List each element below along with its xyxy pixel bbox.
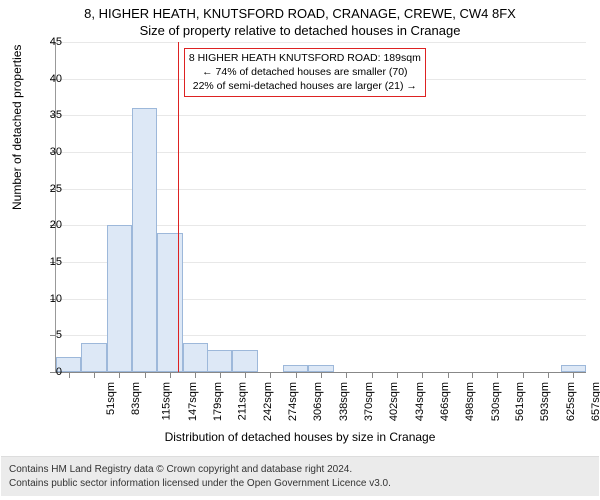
y-tick-label: 45: [50, 36, 62, 48]
histogram-bar: [207, 350, 232, 372]
y-tick-label: 20: [50, 219, 62, 231]
x-tick-label: 625sqm: [565, 382, 577, 421]
annotation-line: ← 74% of detached houses are smaller (70…: [189, 65, 421, 79]
annotation-line: 8 HIGHER HEATH KNUTSFORD ROAD: 189sqm: [189, 51, 421, 65]
annotation-box: 8 HIGHER HEATH KNUTSFORD ROAD: 189sqm← 7…: [184, 48, 426, 97]
x-tick: [145, 372, 146, 378]
x-tick: [346, 372, 347, 378]
y-tick-label: 0: [56, 366, 62, 378]
x-tick-label: 498sqm: [464, 382, 476, 421]
x-tick-label: 306sqm: [313, 382, 325, 421]
annotation-line: 22% of semi-detached houses are larger (…: [189, 79, 421, 93]
footer: Contains HM Land Registry data © Crown c…: [1, 456, 599, 496]
x-tick: [448, 372, 449, 378]
x-tick: [397, 372, 398, 378]
x-tick-label: 83sqm: [130, 382, 142, 415]
x-tick: [220, 372, 221, 378]
x-tick: [195, 372, 196, 378]
gridline: [56, 42, 586, 43]
histogram-bar: [183, 343, 208, 372]
histogram-bar: [107, 225, 132, 372]
x-tick: [548, 372, 549, 378]
x-tick: [321, 372, 322, 378]
x-tick-label: 434sqm: [414, 382, 426, 421]
y-axis-label: Number of detached properties: [10, 45, 24, 210]
histogram-bar: [132, 108, 157, 372]
histogram-bar: [308, 365, 333, 372]
histogram-bar: [232, 350, 257, 372]
y-tick-label: 10: [50, 293, 62, 305]
x-tick: [573, 372, 574, 378]
x-tick-label: 530sqm: [490, 382, 502, 421]
x-tick: [296, 372, 297, 378]
y-tick-label: 40: [50, 73, 62, 85]
x-tick: [94, 372, 95, 378]
x-tick: [170, 372, 171, 378]
x-tick: [69, 372, 70, 378]
title-line-2: Size of property relative to detached ho…: [0, 21, 600, 38]
x-tick-label: 657sqm: [590, 382, 600, 421]
x-tick-label: 370sqm: [363, 382, 375, 421]
x-axis-label: Distribution of detached houses by size …: [0, 430, 600, 444]
x-tick-label: 274sqm: [287, 382, 299, 421]
footer-line-1: Contains HM Land Registry data © Crown c…: [9, 463, 599, 477]
x-tick-label: 242sqm: [262, 382, 274, 421]
y-tick-label: 25: [50, 183, 62, 195]
x-tick-label: 338sqm: [338, 382, 350, 421]
chart-area: 8 HIGHER HEATH KNUTSFORD ROAD: 189sqm← 7…: [55, 42, 585, 422]
x-tick: [119, 372, 120, 378]
y-tick-label: 5: [56, 329, 62, 341]
x-tick-label: 179sqm: [212, 382, 224, 421]
x-tick-label: 402sqm: [388, 382, 400, 421]
x-tick: [270, 372, 271, 378]
histogram-bar: [81, 343, 106, 372]
x-tick: [523, 372, 524, 378]
histogram-bar: [561, 365, 586, 372]
x-tick: [245, 372, 246, 378]
chart-container: 8, HIGHER HEATH, KNUTSFORD ROAD, CRANAGE…: [0, 0, 600, 500]
x-tick: [422, 372, 423, 378]
histogram-bar: [283, 365, 308, 372]
y-tick-label: 15: [50, 256, 62, 268]
x-tick: [472, 372, 473, 378]
x-tick: [497, 372, 498, 378]
y-tick-label: 30: [50, 146, 62, 158]
x-tick-label: 561sqm: [514, 382, 526, 421]
plot-area: 8 HIGHER HEATH KNUTSFORD ROAD: 189sqm← 7…: [55, 42, 586, 373]
x-tick: [372, 372, 373, 378]
reference-line: [178, 42, 179, 372]
x-tick-label: 466sqm: [439, 382, 451, 421]
x-tick-label: 115sqm: [161, 382, 173, 420]
x-tick-label: 51sqm: [105, 382, 117, 415]
x-tick-label: 147sqm: [187, 382, 199, 421]
footer-line-2: Contains public sector information licen…: [9, 477, 599, 491]
title-line-1: 8, HIGHER HEATH, KNUTSFORD ROAD, CRANAGE…: [0, 0, 600, 21]
y-tick-label: 35: [50, 109, 62, 121]
x-tick-label: 593sqm: [540, 382, 552, 421]
x-tick-label: 211sqm: [237, 382, 249, 420]
